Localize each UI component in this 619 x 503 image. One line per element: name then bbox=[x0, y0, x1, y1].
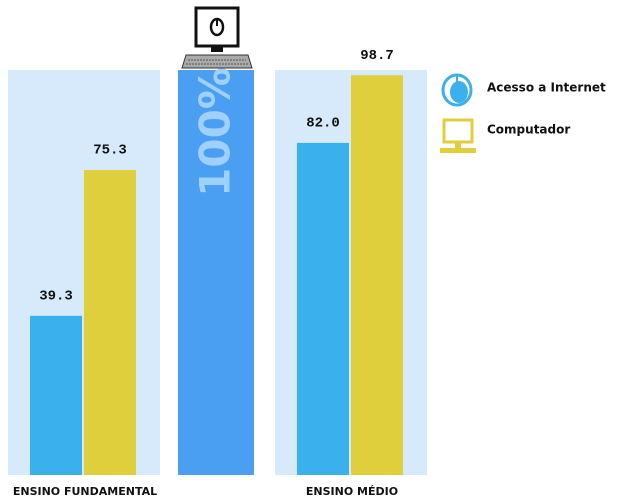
value-label: 98.7 bbox=[360, 48, 394, 64]
value-label: 75.3 bbox=[93, 143, 127, 159]
computer-icon bbox=[181, 6, 253, 69]
bar bbox=[351, 75, 403, 475]
reference-label: 100% bbox=[191, 67, 240, 197]
category-label: ENSINO FUNDAMENTAL bbox=[13, 485, 157, 498]
legend-label: Computador bbox=[487, 123, 570, 137]
bar bbox=[30, 315, 82, 475]
bar bbox=[84, 170, 136, 475]
value-label: 39.3 bbox=[39, 289, 73, 305]
legend-icon-monitor bbox=[440, 118, 476, 153]
bar bbox=[297, 142, 349, 475]
legend-label: Acesso a Internet bbox=[487, 81, 606, 95]
reference-bar bbox=[178, 70, 254, 475]
value-label: 82.0 bbox=[306, 116, 340, 132]
category-label: ENSINO MÉDIO bbox=[306, 485, 398, 498]
legend-icon-mouse bbox=[441, 73, 473, 107]
plot: ENSINO FUNDAMENTAL 39.3 75.3 ENSINO MÉDIO 82… bbox=[8, 48, 606, 498]
